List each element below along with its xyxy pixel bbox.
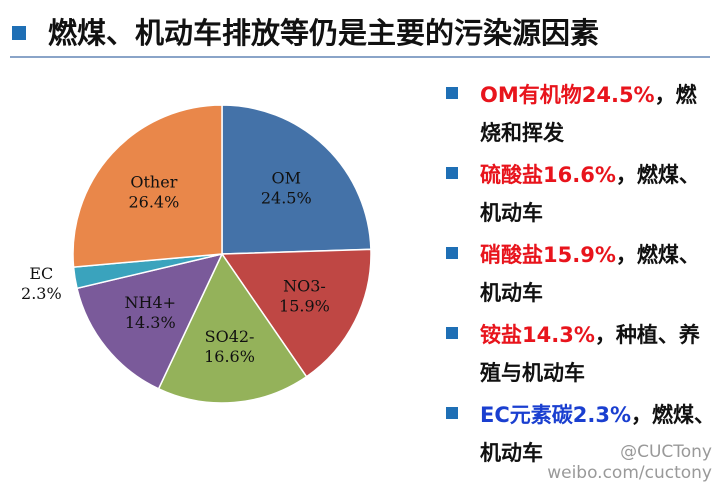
slice-name-label: SO42- (205, 327, 255, 346)
pie-slice-no3 (220, 248, 372, 378)
note-text: ，种植、养殖与机动车 (480, 323, 700, 385)
pie-slices (72, 104, 372, 404)
note-key: 铵盐14.3% (480, 323, 595, 347)
slice-percent-label: 2.3% (21, 284, 62, 303)
notes-list: OM有机物24.5%，燃烧和挥发 硫酸盐16.6%，燃煤、机动车 硝酸盐15.9… (446, 76, 716, 476)
slice-name-label: NO3- (283, 277, 326, 296)
square-bullet-icon (446, 247, 458, 259)
slice-name-label: Other (130, 173, 177, 192)
pie-slice-so42 (157, 252, 308, 404)
square-bullet-icon (446, 87, 458, 99)
note-key: EC元素碳2.3% (480, 403, 631, 427)
pie-slice-other (72, 104, 223, 268)
note-text: ，燃烧和挥发 (480, 83, 697, 145)
slice-name-label: OM (272, 169, 302, 188)
slide-title: 燃煤、机动车排放等仍是主要的污染源因素 (48, 16, 600, 50)
slice-percent-label: 16.6% (204, 347, 255, 366)
note-key: OM有机物24.5% (480, 83, 655, 107)
slice-percent-label: 24.5% (261, 189, 312, 208)
slice-name-label: NH4+ (124, 293, 176, 312)
pie-slice-om (221, 104, 372, 255)
square-bullet-icon (446, 407, 458, 419)
note-item-ammonium: 铵盐14.3%，种植、养殖与机动车 (446, 316, 716, 392)
slice-percent-label: 26.4% (128, 193, 179, 212)
watermark-url: weibo.com/cuctony (547, 463, 712, 483)
square-bullet-icon (446, 167, 458, 179)
slice-name-label: EC (29, 264, 53, 283)
pie-slice-nh4 (76, 252, 224, 390)
note-item-om: OM有机物24.5%，燃烧和挥发 (446, 76, 716, 152)
note-text: ，燃煤、机动车 (480, 243, 700, 305)
note-key: 硫酸盐16.6% (480, 163, 616, 187)
note-item-sulfate: 硫酸盐16.6%，燃煤、机动车 (446, 156, 716, 232)
title-bullet-icon (12, 26, 26, 40)
slice-percent-label: 14.3% (125, 313, 176, 332)
note-item-nitrate: 硝酸盐15.9%，燃煤、机动车 (446, 236, 716, 312)
note-text: ，燃煤、机动车 (480, 403, 715, 465)
note-text: ，燃煤、机动车 (480, 163, 700, 225)
watermark-handle: @CUCTony (620, 442, 712, 462)
note-item-ec: EC元素碳2.3%，燃煤、机动车 (446, 396, 716, 472)
square-bullet-icon (446, 327, 458, 339)
note-key: 硝酸盐15.9% (480, 243, 616, 267)
title-divider (10, 56, 710, 58)
watermark: @CUCTony weibo.com/cuctony (547, 442, 712, 484)
slide-title-bar: 燃煤、机动车排放等仍是主要的污染源因素 (12, 14, 712, 54)
slice-percent-label: 15.9% (279, 297, 330, 316)
